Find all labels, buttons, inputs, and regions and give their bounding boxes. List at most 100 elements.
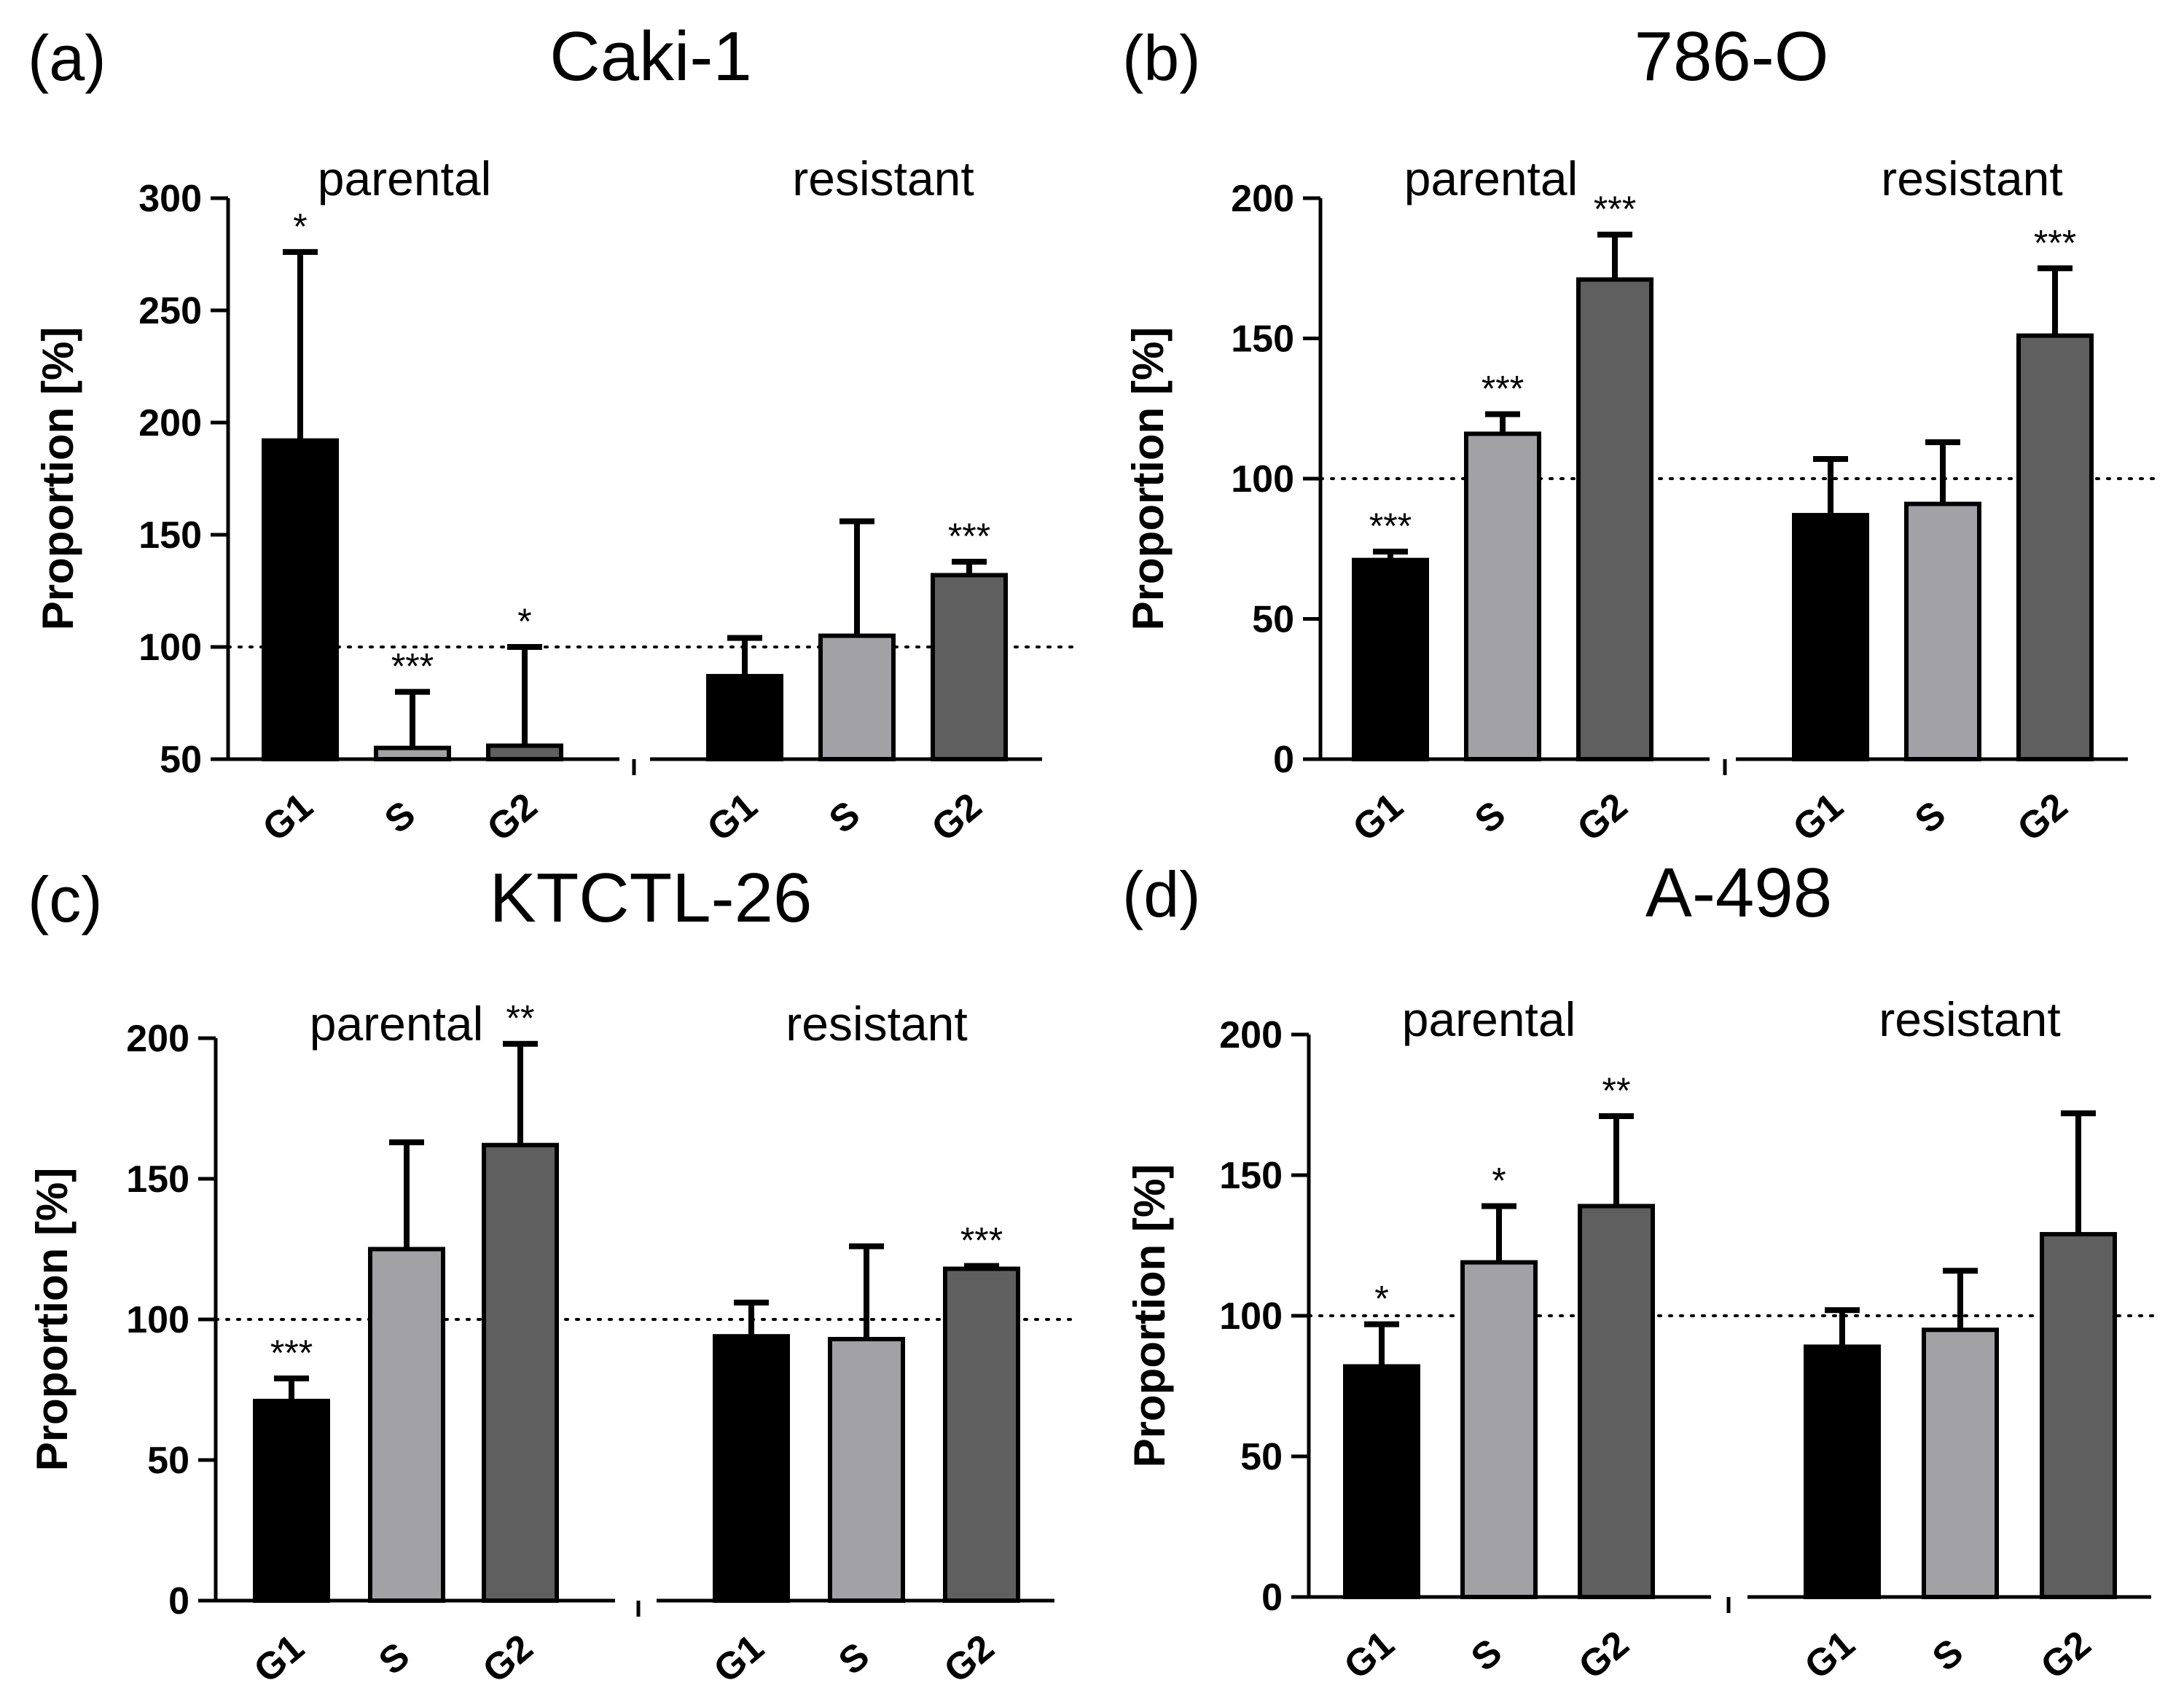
y-axis-label: Proportion [%] [34, 327, 82, 631]
significance-label: ** [506, 998, 535, 1039]
x-tick-label: G2 [475, 1626, 541, 1691]
significance-label: * [517, 601, 531, 642]
y-tick-label: 150 [126, 1158, 189, 1201]
significance-label: *** [391, 646, 434, 687]
bar-parental-G2 [1576, 277, 1653, 761]
significance-label: * [1492, 1160, 1506, 1201]
x-tick-label: S [1463, 1631, 1510, 1680]
x-tick-label: G2 [1571, 1622, 1637, 1687]
x-tick-label: G1 [1785, 785, 1851, 849]
chart-title: Caki-1 [549, 17, 751, 95]
group-label-resistant: resistant [786, 997, 967, 1051]
x-tick-label: G1 [1345, 785, 1411, 849]
y-tick-label: 200 [138, 402, 202, 444]
x-tick-label: G1 [246, 1626, 312, 1691]
panel-letter: (c) [28, 863, 103, 935]
y-tick-label: 200 [1219, 1014, 1283, 1056]
x-tick-label: G2 [2010, 785, 2075, 849]
significance-label: ** [1602, 1070, 1631, 1111]
y-axis-label: Proportion [%] [1125, 1164, 1174, 1468]
group-label-parental: parental [310, 997, 484, 1051]
bar-parental-S [368, 1247, 445, 1603]
x-tick-label: G2 [2033, 1622, 2099, 1687]
bar-parental-G2 [1578, 1204, 1655, 1599]
bar-resistant-G2 [2040, 1232, 2117, 1600]
x-tick-label: S [831, 1635, 877, 1684]
y-tick-label: 300 [138, 178, 202, 220]
bar-parental-G1 [1343, 1364, 1420, 1599]
x-tick-label: G2 [1570, 785, 1635, 849]
significance-label: *** [2034, 222, 2076, 263]
y-tick-label: 150 [1219, 1155, 1283, 1197]
x-tick-label: G1 [1336, 1622, 1402, 1687]
chart-panel-0: (a) Caki-1 50 100 150 200 250 300 Proportion [%]… [28, 17, 1077, 849]
chart-panel-3: (d) A-498 0 50 100 150 200 Proportion [%] parent… [1122, 854, 2158, 1687]
x-tick-label: S [371, 1635, 418, 1684]
y-tick-label: 150 [1231, 318, 1294, 361]
bar-parental-G1 [253, 1398, 330, 1603]
x-tick-label: S [1925, 1631, 1971, 1680]
panel-letter: (b) [1122, 22, 1201, 94]
significance-label: * [1374, 1279, 1388, 1319]
chart-title: KTCTL-26 [490, 859, 813, 937]
y-tick-label: 150 [138, 514, 202, 557]
chart-panel-2: (c) KTCTL-26 0 50 100 150 200 Proportion [%] par… [28, 859, 1077, 1691]
x-tick-label: G2 [480, 785, 545, 849]
group-label-resistant: resistant [1879, 992, 2060, 1046]
x-tick-label: S [821, 793, 868, 842]
panel-letter: (d) [1122, 858, 1201, 930]
group-label-parental: parental [1404, 152, 1578, 205]
y-axis-label: Proportion [%] [1124, 327, 1173, 631]
x-tick-label: G1 [706, 1626, 772, 1691]
group-label-resistant: resistant [1881, 152, 2062, 205]
y-axis-label: Proportion [%] [28, 1168, 77, 1472]
x-tick-label: S [377, 793, 423, 842]
bar-resistant-G1 [713, 1334, 790, 1604]
y-tick-label: 100 [138, 627, 202, 669]
y-tick-label: 0 [1261, 1577, 1283, 1619]
y-tick-label: 100 [126, 1299, 189, 1341]
significance-label: *** [1594, 189, 1636, 229]
bar-resistant-G2 [943, 1266, 1020, 1604]
x-tick-label: S [1467, 793, 1514, 842]
group-label-parental: parental [318, 152, 492, 205]
y-tick-label: 200 [126, 1018, 189, 1060]
x-tick-label: G2 [924, 785, 990, 849]
bar-parental-G2 [486, 743, 563, 762]
bar-resistant-S [1904, 501, 1981, 762]
significance-label: *** [960, 1220, 1003, 1261]
bar-resistant-G1 [1804, 1344, 1881, 1599]
y-tick-label: 50 [1252, 599, 1294, 641]
bar-resistant-S [818, 633, 896, 761]
y-tick-label: 200 [1231, 178, 1294, 220]
y-tick-label: 100 [1219, 1295, 1283, 1338]
significance-label: * [293, 206, 307, 247]
x-tick-label: S [1907, 793, 1954, 842]
significance-label: *** [270, 1333, 313, 1373]
y-tick-label: 50 [1240, 1436, 1283, 1478]
group-label-resistant: resistant [792, 152, 974, 205]
y-tick-label: 100 [1231, 458, 1294, 501]
bar-parental-G2 [482, 1142, 559, 1604]
chart-title: A-498 [1645, 854, 1832, 932]
group-label-parental: parental [1402, 992, 1576, 1046]
x-tick-label: G1 [255, 785, 321, 849]
significance-label: *** [1482, 368, 1524, 409]
significance-label: *** [1369, 506, 1412, 546]
bar-parental-S [1464, 431, 1541, 762]
x-tick-label: G1 [700, 785, 765, 849]
bar-resistant-G2 [931, 573, 1008, 761]
y-tick-label: 50 [160, 739, 202, 781]
bar-resistant-G2 [2016, 333, 2094, 761]
significance-label: *** [948, 516, 990, 557]
bar-parental-G1 [1352, 557, 1429, 762]
chart-panel-1: (b) 786-O 0 50 100 150 200 Proportion [%] parent… [1122, 17, 2158, 849]
bar-resistant-G1 [1792, 513, 1869, 761]
y-tick-label: 0 [1273, 739, 1294, 781]
panel-letter: (a) [28, 22, 106, 94]
bar-parental-S [1460, 1260, 1538, 1600]
bar-parental-S [374, 745, 451, 761]
chart-title: 786-O [1635, 17, 1829, 95]
bar-parental-G1 [262, 438, 339, 761]
